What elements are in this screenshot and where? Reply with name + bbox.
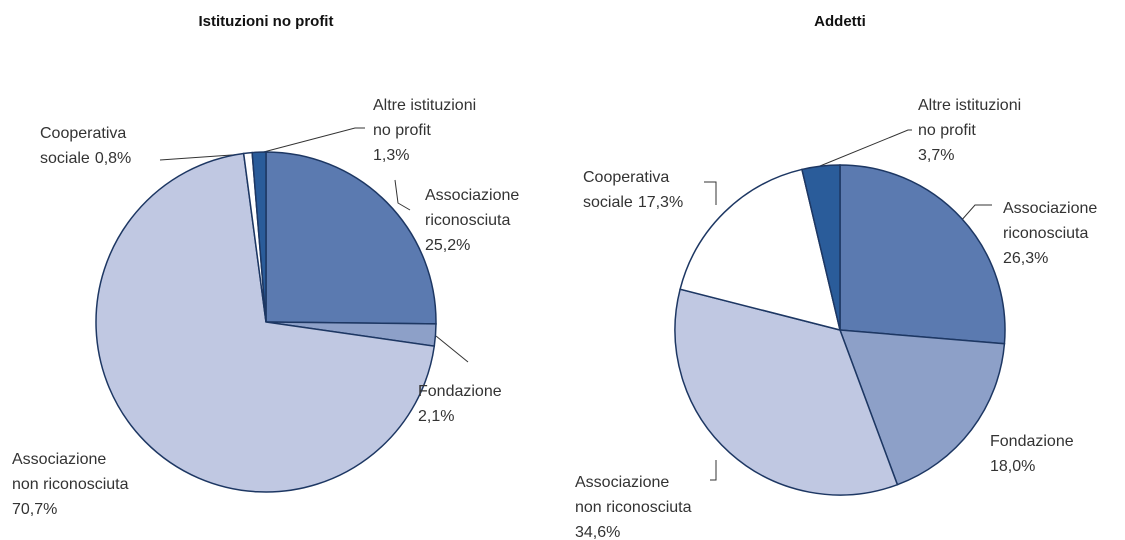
- value-label: 2,1%: [418, 408, 454, 425]
- leader-line: [710, 460, 717, 481]
- leader-line: [394, 179, 411, 211]
- label-line: Altre istituzioni: [373, 97, 481, 114]
- pie-slice: [679, 168, 842, 332]
- value-label: 1,3%: [373, 147, 409, 164]
- label-line: Fondazione: [990, 433, 1074, 450]
- leader-line: [704, 181, 717, 205]
- pie-slice: [674, 288, 899, 496]
- leader-line: [435, 335, 469, 363]
- value-label: 18,0%: [990, 458, 1035, 475]
- slice-label: Altre istituzioni no profit: [373, 97, 481, 139]
- leader-line: [959, 204, 992, 223]
- value-label: 0,8%: [95, 150, 131, 167]
- label-line: Cooperativa: [583, 169, 674, 186]
- value-label: 17,3%: [638, 194, 683, 211]
- label-line: no profit: [373, 122, 431, 139]
- pie-slice: [95, 152, 436, 493]
- label-line: riconosciuta: [1003, 225, 1088, 242]
- label-line: non riconosciuta: [12, 476, 129, 493]
- slice-label: Associazione riconosciuta: [425, 187, 524, 229]
- slice-label: Associazione non riconosciuta: [12, 451, 129, 493]
- pie-slice: [265, 151, 437, 325]
- label-line: Altre istituzioni: [918, 97, 1026, 114]
- slice-label: Fondazione: [990, 433, 1074, 450]
- label-line: sociale: [40, 150, 90, 167]
- value-label: 26,3%: [1003, 250, 1048, 267]
- label-line: Associazione: [1003, 200, 1102, 217]
- slice-label: Cooperativa sociale: [40, 125, 131, 167]
- slice-label: Cooperativa sociale: [583, 169, 674, 211]
- pie-slice: [839, 164, 1006, 345]
- label-line: Fondazione: [418, 383, 502, 400]
- pie-slice: [251, 151, 267, 323]
- label-line: riconosciuta: [425, 212, 510, 229]
- value-label: 25,2%: [425, 237, 470, 254]
- label-line: Associazione: [12, 451, 111, 468]
- slice-label: Altre istituzioni no profit: [918, 97, 1026, 139]
- label-line: Associazione: [425, 187, 524, 204]
- leader-line: [255, 127, 365, 155]
- chart-title: Addetti: [814, 13, 866, 30]
- value-label: 34,6%: [575, 524, 620, 540]
- slice-label: Associazione riconosciuta: [1003, 200, 1102, 242]
- label-line: sociale: [583, 194, 633, 211]
- leader-line: [819, 129, 912, 167]
- pie-slice: [801, 164, 841, 331]
- value-label: 3,7%: [918, 147, 954, 164]
- pie-slice: [838, 329, 1006, 486]
- slice-label: Fondazione: [418, 383, 502, 400]
- chart-title: Istituzioni no profit: [199, 13, 334, 30]
- value-label: 70,7%: [12, 501, 57, 518]
- label-line: Cooperativa: [40, 125, 131, 142]
- label-line: Associazione: [575, 474, 674, 491]
- label-line: no profit: [918, 122, 976, 139]
- label-line: non riconosciuta: [575, 499, 692, 516]
- slice-label: Associazione non riconosciuta: [575, 474, 692, 516]
